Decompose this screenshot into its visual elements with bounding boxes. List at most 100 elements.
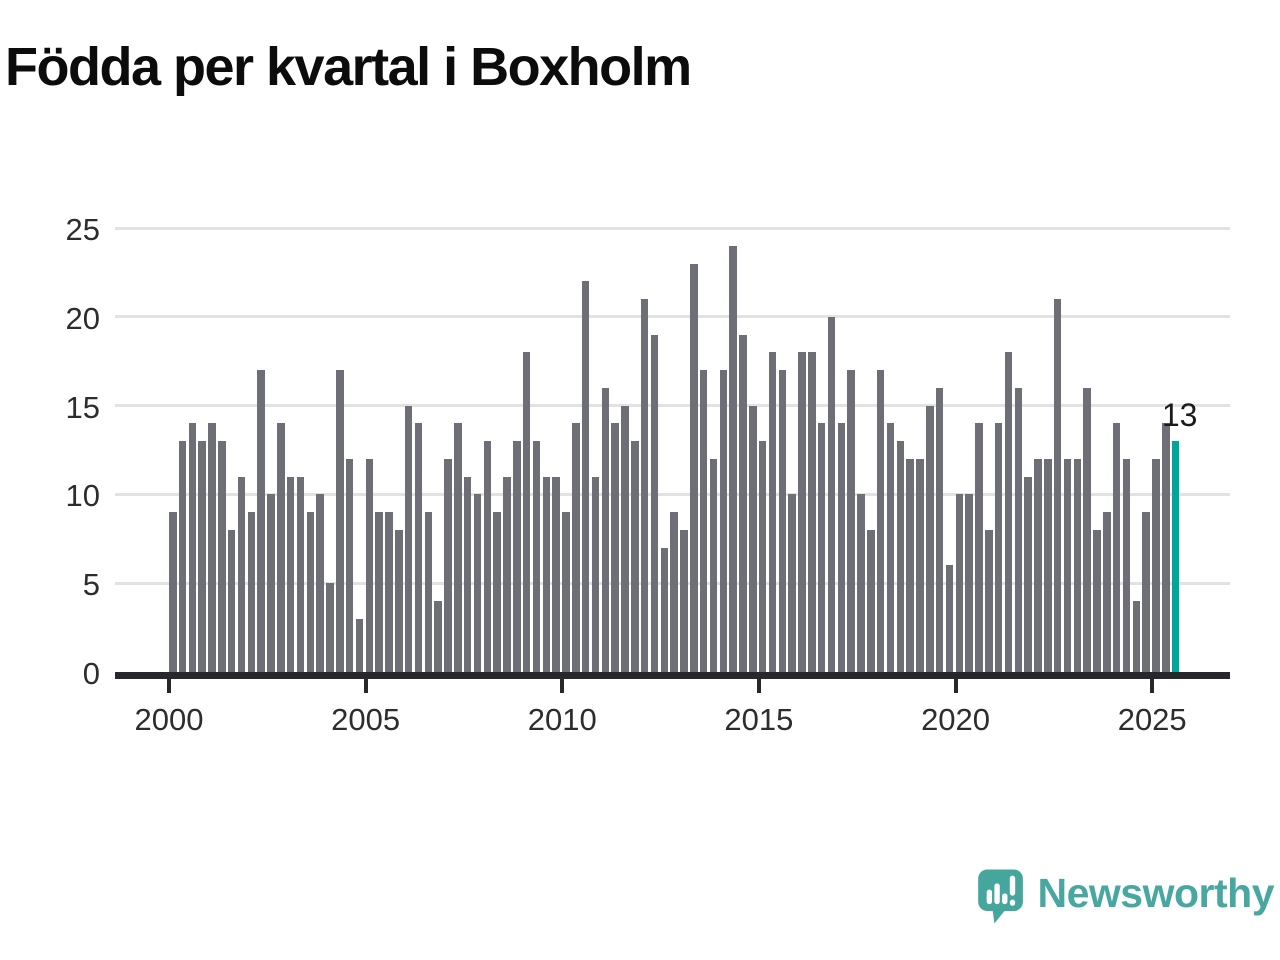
x-axis-label: 2010: [527, 702, 597, 737]
bar: [336, 370, 344, 672]
bar: [837, 423, 846, 672]
bar: [552, 476, 560, 672]
bar: [404, 405, 413, 672]
bar: [690, 263, 698, 672]
bar: [631, 441, 639, 672]
bar: [985, 529, 993, 672]
bar: [1162, 423, 1170, 672]
bar: [916, 458, 924, 672]
bar: [926, 405, 934, 672]
bar: [709, 458, 718, 672]
bar: [945, 565, 954, 672]
bar: [355, 618, 364, 672]
bar: [906, 458, 914, 672]
bar: [1044, 458, 1052, 672]
bar: [1004, 352, 1013, 672]
bar: [896, 441, 905, 672]
bar: [778, 370, 787, 672]
bar: [1093, 529, 1101, 672]
bar: [621, 405, 629, 672]
bar: [670, 512, 678, 672]
y-axis-label: 25: [65, 212, 100, 247]
x-axis-label: 2020: [921, 702, 991, 737]
bar: [316, 494, 324, 672]
x-axis-label: 2025: [1117, 702, 1187, 737]
bar: [965, 494, 973, 672]
x-axis-label: 2015: [724, 702, 794, 737]
bar: [444, 458, 452, 672]
bar: [886, 423, 895, 672]
bar: [581, 281, 590, 672]
bar: [798, 352, 806, 672]
bar: [208, 423, 216, 672]
bar: [650, 334, 659, 672]
bar: [1142, 512, 1150, 672]
x-axis-label: 2005: [331, 702, 401, 737]
x-axis-tick-2000: [167, 679, 171, 693]
bar: [463, 476, 472, 672]
bar: [513, 441, 521, 672]
bar: [749, 405, 757, 672]
bar: [483, 441, 492, 672]
newsworthy-logo-icon: [977, 869, 1023, 924]
bar: [640, 299, 649, 672]
bar: [385, 512, 393, 672]
gridline-y-20: [115, 315, 1230, 319]
bar: [847, 370, 855, 672]
x-axis-tick-2020: [953, 679, 958, 693]
gridline-y-25: [115, 226, 1230, 230]
bar: [522, 352, 531, 672]
bar: [169, 512, 177, 672]
bar: [493, 512, 501, 672]
bar: [1063, 458, 1072, 672]
bar: [454, 423, 462, 672]
bar: [237, 476, 246, 672]
bar: [473, 494, 482, 672]
newsworthy-wordmark: Newsworthy: [1037, 869, 1275, 916]
x-axis-label: 2000: [134, 702, 204, 737]
bar: [591, 476, 600, 672]
highlight-value-label: 13: [1161, 397, 1198, 434]
bar-chart: 0 5 10 15 20 25 2000 2005 2010 2015 2020 2025 13: [0, 212, 1280, 760]
bar: [562, 512, 570, 672]
bar: [532, 441, 541, 672]
bar: [1073, 458, 1082, 672]
bar: [827, 316, 836, 672]
bar: [857, 494, 865, 672]
bar: [975, 423, 983, 672]
y-axis-label: 5: [82, 567, 100, 603]
bar: [1122, 458, 1131, 672]
bar: [424, 512, 433, 672]
bar: [817, 423, 826, 672]
y-axis-label: 20: [65, 300, 100, 336]
bar: [935, 387, 944, 672]
newsworthy-branding: Newsworthy: [972, 860, 1275, 926]
bar: [729, 245, 737, 672]
bar: [660, 547, 669, 672]
bar: [306, 512, 315, 672]
x-axis-line: [115, 672, 1230, 679]
bar: [788, 494, 796, 672]
bar: [1014, 387, 1023, 672]
bar: [434, 600, 442, 672]
bar: [994, 423, 1003, 672]
bar: [178, 441, 187, 672]
bar: [503, 476, 511, 672]
bar: [572, 423, 580, 672]
bar: [699, 370, 708, 672]
bar: [768, 352, 777, 672]
bar: [739, 334, 747, 672]
bar: [277, 423, 285, 672]
bar: [345, 458, 354, 672]
bar: [611, 423, 619, 672]
bar: [867, 529, 875, 672]
bar: [257, 370, 265, 672]
bar: [719, 370, 728, 672]
bar: [808, 352, 816, 672]
bar: [227, 529, 236, 672]
chart-title: Födda per kvartal i Boxholm: [5, 37, 692, 97]
x-axis-tick-2015: [756, 679, 761, 693]
y-axis-label: 10: [65, 478, 100, 514]
bar: [296, 476, 305, 672]
